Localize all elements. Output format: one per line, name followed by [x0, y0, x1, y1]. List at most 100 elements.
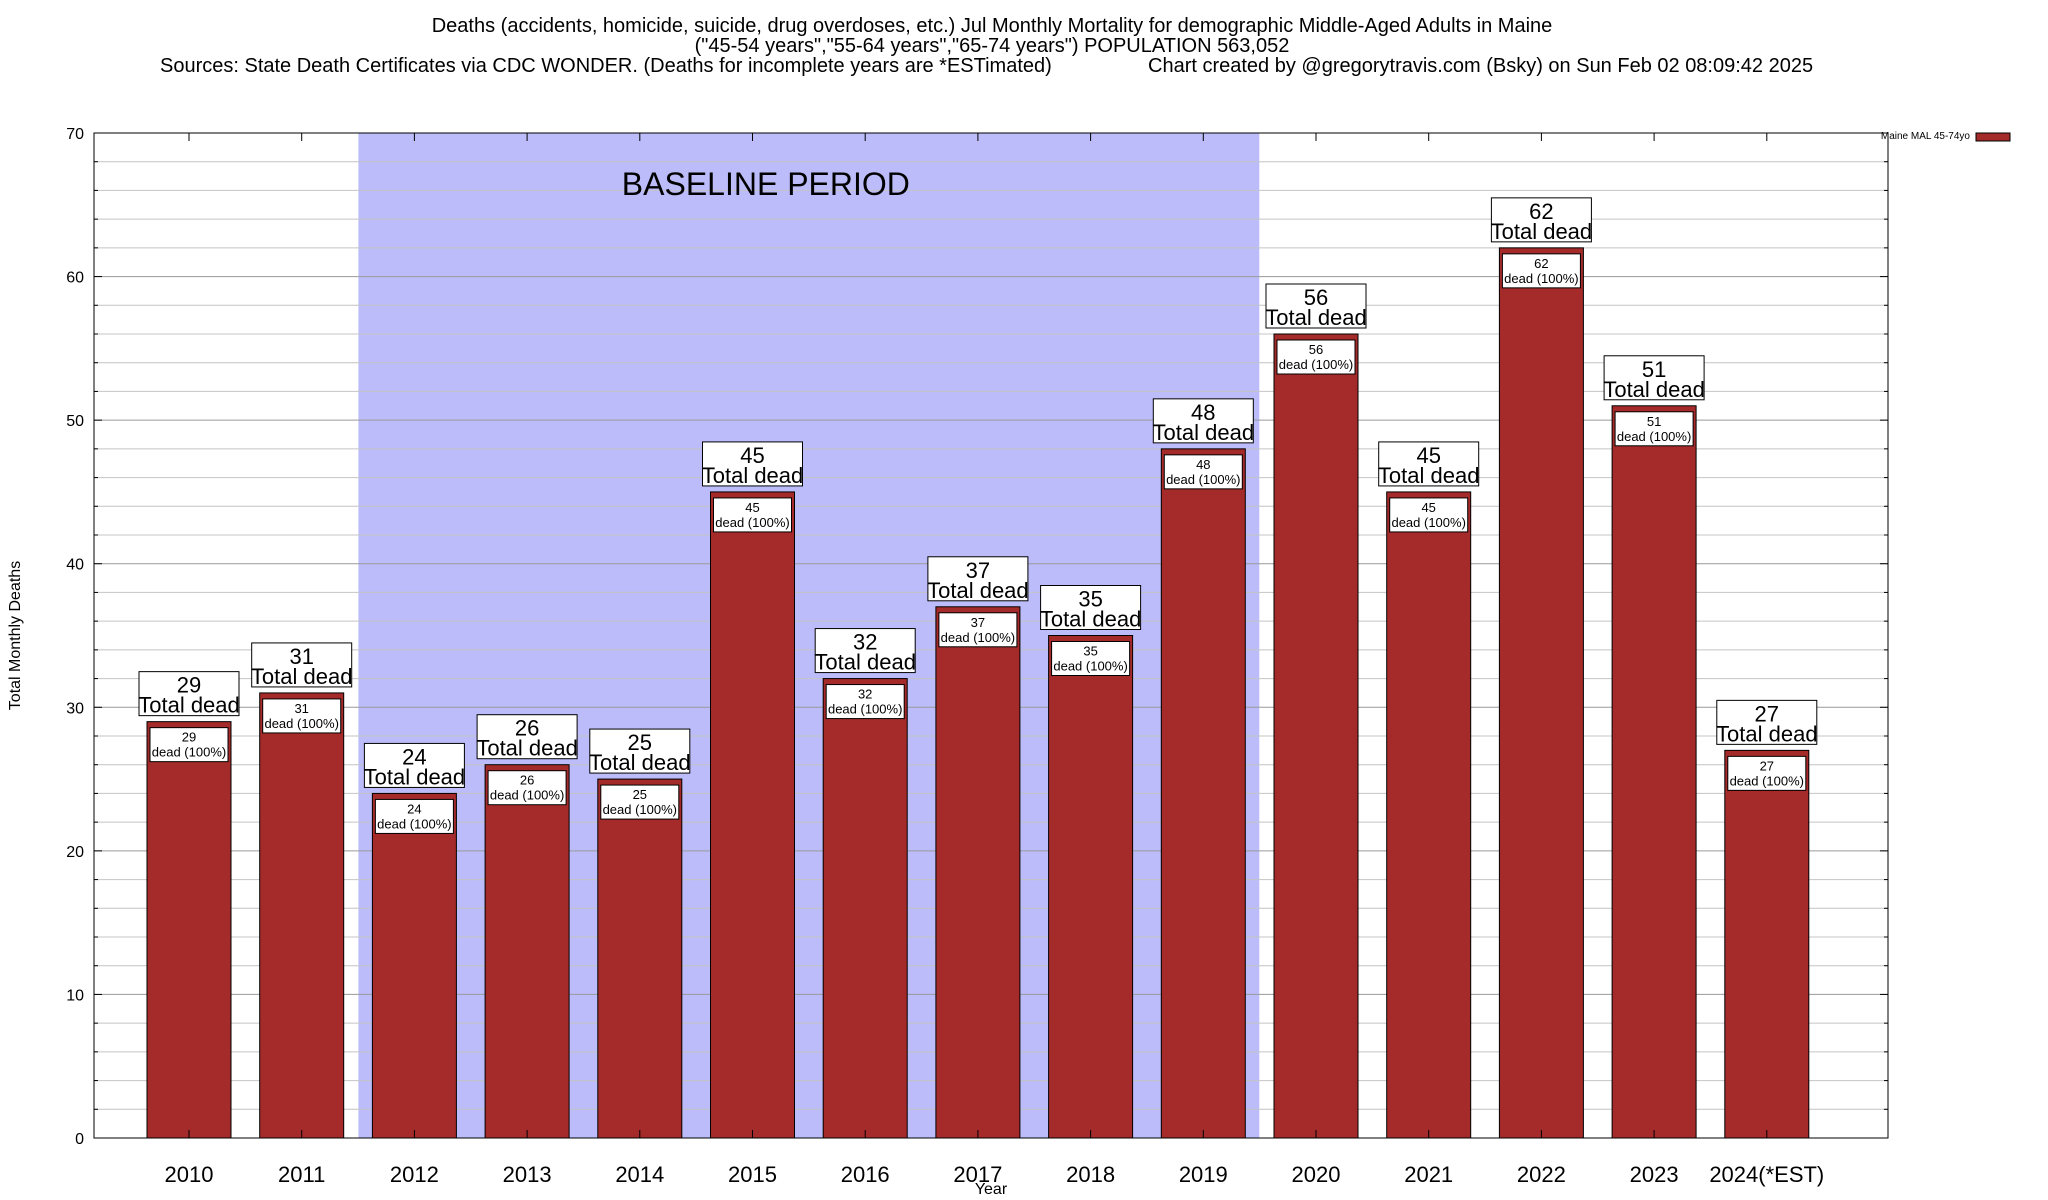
- bar-top-total-label: Total dead: [251, 664, 353, 689]
- legend-entry-label: Maine MAL 45-74yo: [1881, 131, 1971, 142]
- y-tick-label: 0: [75, 1131, 84, 1148]
- bar-top-value-label: 32: [853, 630, 877, 655]
- x-tick-label: 2011: [278, 1162, 325, 1187]
- bar-top-label-box: [1378, 441, 1480, 487]
- bar-inner-label-box: [374, 798, 454, 834]
- bar-inner-label-box: [149, 727, 229, 763]
- bar-inner-value-label: 29: [182, 730, 196, 745]
- chart-title-line-1: Deaths (accidents, homicide, suicide, dr…: [432, 15, 1553, 37]
- bar-inner-value-label: 56: [1309, 342, 1323, 357]
- bar-top-value-label: 45: [740, 443, 764, 468]
- bar-top-value-label: 51: [1642, 357, 1666, 382]
- bar-top-value-label: 37: [966, 558, 990, 583]
- bar: [1386, 491, 1472, 1139]
- baseline-period-label: BASELINE PERIOD: [622, 166, 910, 202]
- bar: [371, 792, 457, 1139]
- bar-inner-label-box: [1614, 411, 1694, 447]
- chart-title-line-2: ("45-54 years","55-64 years","65-74 year…: [695, 35, 1290, 57]
- y-tick-label: 10: [66, 987, 84, 1004]
- bar-top-total-label: Total dead: [927, 578, 1029, 603]
- bar: [1611, 405, 1697, 1139]
- legend: Maine MAL 45-74yo: [1881, 131, 2011, 142]
- bar-inner-label-box: [1501, 253, 1581, 289]
- bar-inner-percent-label: dead (100%): [490, 788, 564, 803]
- bar-inner-label-box: [1051, 641, 1131, 676]
- bar: [1724, 749, 1810, 1139]
- bar-top-label-box: [476, 714, 578, 760]
- bar-top-label-box: [363, 742, 465, 788]
- bar: [146, 721, 232, 1139]
- bar: [1048, 635, 1134, 1139]
- bar-top-total-label: Total dead: [814, 650, 916, 675]
- legend-entry-swatch: [1975, 132, 2011, 142]
- bar-inner-label-box: [825, 684, 905, 720]
- bar-top-label-box: [814, 628, 916, 674]
- bar-top-label-box: [1152, 398, 1254, 444]
- bar-inner-value-label: 51: [1647, 414, 1661, 429]
- bar-inner-value-label: 31: [294, 701, 308, 716]
- bar-top-value-label: 35: [1078, 587, 1102, 612]
- bar-inner-value-label: 25: [633, 787, 647, 802]
- x-tick-label: 2015: [728, 1162, 777, 1187]
- bar-top-label-box: [1716, 699, 1818, 745]
- bar-top-total-label: Total dead: [1716, 721, 1818, 746]
- bar-inner-value-label: 24: [407, 801, 421, 816]
- bar: [822, 678, 908, 1139]
- bar-top-label-box: [1040, 585, 1142, 630]
- bar-top-value-label: 31: [289, 644, 313, 669]
- bar-inner-label-box: [1163, 454, 1243, 490]
- x-tick-label: 2018: [1066, 1162, 1115, 1187]
- bar-inner-value-label: 32: [858, 687, 872, 702]
- bar-inner-value-label: 45: [1421, 500, 1435, 515]
- bar: [1160, 448, 1246, 1139]
- bar-top-total-label: Total dead: [138, 693, 240, 718]
- bar-top-label-box: [702, 441, 803, 487]
- bar-top-total-label: Total dead: [702, 463, 804, 488]
- bar-inner-value-label: 62: [1534, 256, 1548, 271]
- bar-top-value-label: 45: [1416, 443, 1440, 468]
- x-tick-label: 2021: [1404, 1162, 1453, 1187]
- x-tick-label: 2012: [390, 1162, 439, 1187]
- bar-inner-percent-label: dead (100%): [152, 745, 226, 760]
- bar-top-label-box: [927, 556, 1029, 602]
- y-tick-label: 70: [66, 126, 84, 143]
- bar-top-total-label: Total dead: [476, 736, 578, 761]
- bar-inner-percent-label: dead (100%): [1504, 271, 1578, 286]
- y-tick-label: 60: [66, 270, 84, 287]
- bar-inner-label-box: [938, 612, 1018, 648]
- x-tick-label: 2010: [165, 1162, 214, 1187]
- bar-inner-percent-label: dead (100%): [1053, 659, 1127, 674]
- x-tick-label: 2014: [615, 1162, 664, 1187]
- bar: [710, 491, 795, 1139]
- bar-top-label-box: [251, 642, 353, 688]
- bar-inner-percent-label: dead (100%): [1279, 357, 1353, 372]
- bar-inner-percent-label: dead (100%): [377, 816, 451, 831]
- bar-top-value-label: 62: [1529, 199, 1553, 224]
- bar-inner-percent-label: dead (100%): [603, 802, 677, 817]
- bar-inner-percent-label: dead (100%): [828, 702, 902, 717]
- x-tick-label: 2024(*EST): [1709, 1162, 1824, 1187]
- bar-top-total-label: Total dead: [1040, 607, 1142, 632]
- bar-inner-percent-label: dead (100%): [1730, 773, 1804, 788]
- bar-top-value-label: 24: [402, 744, 426, 769]
- bar-inner-value-label: 35: [1083, 644, 1097, 659]
- bar-top-value-label: 25: [628, 730, 652, 755]
- bar-top-total-label: Total dead: [1491, 219, 1593, 244]
- bar-inner-value-label: 45: [745, 500, 759, 515]
- bar-top-total-label: Total dead: [1153, 420, 1255, 445]
- bar-top-label-box: [1490, 197, 1592, 243]
- bar-top-value-label: 27: [1755, 701, 1779, 726]
- bar-top-total-label: Total dead: [589, 750, 691, 775]
- x-tick-label: 2017: [953, 1162, 1002, 1187]
- bar-top-total-label: Total dead: [1378, 463, 1480, 488]
- bar: [1498, 247, 1584, 1139]
- bar-inner-value-label: 37: [971, 615, 985, 630]
- y-tick-label: 20: [66, 844, 84, 861]
- bar: [935, 606, 1021, 1139]
- x-tick-label: 2019: [1179, 1162, 1228, 1187]
- bar-inner-percent-label: dead (100%): [264, 716, 338, 731]
- bar-inner-label-box: [600, 784, 680, 820]
- plot-frame: [93, 132, 1889, 1139]
